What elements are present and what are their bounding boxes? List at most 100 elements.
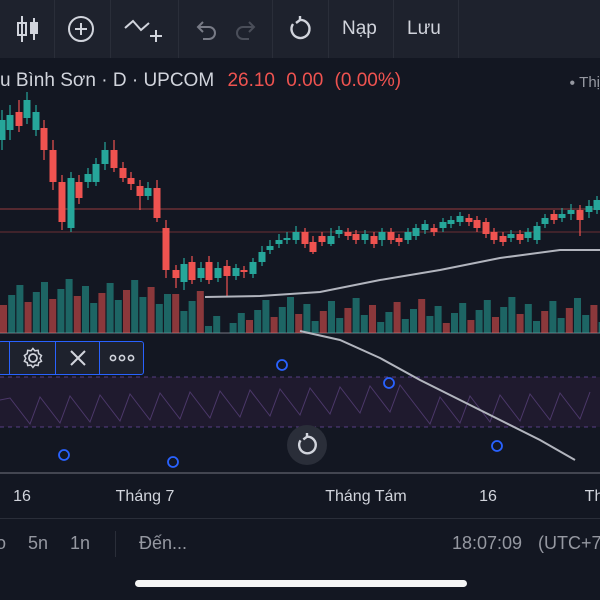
volume-bar bbox=[574, 298, 581, 333]
candle-body bbox=[292, 232, 300, 240]
candles-icon[interactable] bbox=[10, 0, 46, 58]
candle-body bbox=[180, 264, 188, 282]
symbol-legend[interactable]: u Bình Sơn · D · UPCOM 26.10 0.00 (0.00%… bbox=[0, 70, 401, 92]
candle-body bbox=[473, 220, 481, 228]
volume-bar bbox=[254, 310, 262, 333]
volume-bar bbox=[73, 296, 81, 333]
candle-body bbox=[301, 232, 309, 244]
undo-icon[interactable] bbox=[190, 0, 222, 58]
range-1d-button[interactable]: 1n bbox=[70, 533, 91, 553]
moving-average-line bbox=[204, 249, 600, 298]
marker-circle bbox=[276, 359, 288, 371]
volume-bar bbox=[155, 304, 163, 333]
symbol-sep: · bbox=[101, 70, 113, 91]
more-icon bbox=[109, 354, 135, 362]
add-indicator-icon[interactable] bbox=[60, 0, 102, 58]
indicator-toolbar bbox=[0, 341, 144, 375]
volume-bar bbox=[385, 312, 393, 333]
volume-bar bbox=[106, 283, 114, 333]
indicator-line bbox=[0, 383, 591, 426]
candle-body bbox=[576, 210, 584, 220]
volume-bar bbox=[32, 292, 40, 333]
candle-body bbox=[40, 128, 48, 150]
goto-date-button[interactable]: Đến... bbox=[139, 533, 188, 553]
candle-body bbox=[223, 266, 231, 276]
volume-bar bbox=[164, 294, 171, 333]
reset-chart-button[interactable] bbox=[287, 425, 327, 465]
candle-body bbox=[567, 210, 575, 214]
home-indicator-area bbox=[0, 570, 600, 600]
volume-bar bbox=[336, 318, 344, 333]
candle-body bbox=[214, 268, 222, 278]
redo-icon[interactable] bbox=[230, 0, 262, 58]
volume-bar bbox=[295, 314, 303, 333]
volume-bar bbox=[303, 304, 311, 333]
candle-body bbox=[327, 236, 335, 244]
toolbar-divider bbox=[178, 0, 179, 58]
reset-icon bbox=[297, 433, 317, 455]
candle-body bbox=[585, 206, 593, 212]
volume-bar bbox=[418, 299, 426, 333]
more-button[interactable] bbox=[100, 342, 144, 374]
candle-body bbox=[490, 232, 498, 240]
volume-bar bbox=[393, 302, 401, 333]
candle-body bbox=[32, 112, 40, 130]
volume-bar bbox=[287, 297, 294, 333]
candle-body bbox=[352, 234, 360, 240]
volume-bar bbox=[262, 300, 270, 333]
volume-bar bbox=[90, 303, 98, 333]
symbol-name: u Bình Sơn bbox=[0, 70, 96, 91]
volume-bar bbox=[426, 316, 434, 333]
symbol-change-pct: (0.00%) bbox=[334, 70, 402, 91]
volume-bar bbox=[0, 305, 7, 333]
volume-bar bbox=[246, 320, 253, 333]
divider bbox=[115, 531, 116, 557]
volume-bar bbox=[434, 306, 442, 333]
volume-bar bbox=[360, 315, 368, 333]
toolbar-divider bbox=[99, 342, 100, 374]
reload-button[interactable]: Nạp bbox=[342, 18, 377, 39]
home-indicator[interactable] bbox=[135, 580, 467, 587]
candle-body bbox=[430, 228, 438, 232]
symbol-sep: · bbox=[131, 70, 144, 91]
volume-bar bbox=[492, 317, 499, 333]
status-dot-icon: ● bbox=[569, 77, 576, 89]
volume-bar bbox=[49, 299, 57, 333]
x-tick-label: 16 bbox=[13, 488, 31, 505]
candle-body bbox=[593, 200, 600, 210]
volume-bar bbox=[16, 285, 24, 333]
candle-body bbox=[162, 228, 170, 270]
close-icon bbox=[70, 350, 86, 366]
timezone-button[interactable]: (UTC+7 bbox=[538, 533, 600, 553]
range-button[interactable]: o bbox=[0, 533, 7, 553]
volume-bar bbox=[549, 301, 557, 333]
time-axis[interactable]: 16 Tháng 7 Tháng Tám 16 Th bbox=[0, 474, 600, 518]
toolbar-divider bbox=[54, 0, 55, 58]
symbol-change: 0.00 bbox=[286, 70, 324, 91]
candle-body bbox=[456, 216, 464, 222]
candle-body bbox=[92, 164, 100, 182]
market-status-label: Thị bbox=[579, 74, 600, 91]
remove-button[interactable] bbox=[56, 342, 100, 374]
volume-bar bbox=[180, 311, 188, 333]
candle-body bbox=[550, 214, 558, 220]
candle-body bbox=[49, 150, 57, 182]
candle-body bbox=[387, 232, 395, 240]
volume-bar bbox=[410, 309, 417, 333]
candle-body bbox=[101, 150, 109, 164]
volume-bar bbox=[475, 310, 483, 333]
volume-bar bbox=[442, 323, 450, 333]
settings-button[interactable] bbox=[11, 342, 55, 374]
volume-bar bbox=[516, 314, 524, 333]
price-chart[interactable] bbox=[0, 58, 600, 474]
marker-circle bbox=[383, 377, 395, 389]
candle-body bbox=[507, 234, 515, 238]
range-5d-button[interactable]: 5n bbox=[28, 533, 49, 553]
candle-body bbox=[516, 234, 524, 240]
volume-bar bbox=[328, 301, 335, 333]
candle-body bbox=[15, 112, 23, 126]
save-button[interactable]: Lưu bbox=[407, 18, 441, 39]
reset-icon[interactable] bbox=[282, 0, 318, 58]
volume-bar bbox=[533, 321, 540, 333]
compare-icon[interactable] bbox=[118, 0, 168, 58]
